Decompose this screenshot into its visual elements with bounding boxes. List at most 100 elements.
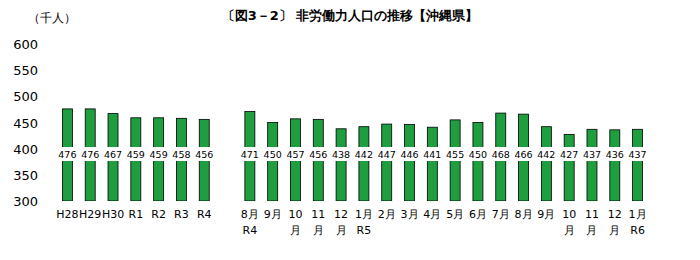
chart-svg: 〔図3－2〕 非労働力人口の推移【沖縄県】 （千人） 300 350 400 450 500… xyxy=(0,0,700,260)
y-axis-label: （千人） xyxy=(28,11,76,25)
data-label: 450 xyxy=(264,149,282,160)
x-tick-label: 1月R6 xyxy=(629,208,647,237)
data-label: 447 xyxy=(378,149,396,160)
data-label: 456 xyxy=(309,149,327,160)
data-label: 457 xyxy=(286,149,304,160)
data-label: 471 xyxy=(241,149,259,160)
data-label: 456 xyxy=(195,149,213,160)
data-label-box xyxy=(468,147,489,161)
data-label: 476 xyxy=(58,149,76,160)
x-tick-label: 8月 xyxy=(515,208,533,221)
data-label-box xyxy=(559,147,580,161)
x-tick-label: 11月 xyxy=(311,208,325,237)
x-tick-label: 9月 xyxy=(264,208,282,221)
bar xyxy=(473,123,483,202)
data-label-box xyxy=(604,147,625,161)
data-label-box xyxy=(582,147,603,161)
data-label-box xyxy=(148,147,169,161)
data-label-box xyxy=(331,147,352,161)
data-label-box xyxy=(285,147,306,161)
bar xyxy=(541,127,551,201)
data-label: 441 xyxy=(423,149,441,160)
chart-title: 〔図3－2〕 非労働力人口の推移【沖縄県】 xyxy=(222,8,479,23)
data-label: 458 xyxy=(172,149,190,160)
y-tick xyxy=(53,70,56,71)
data-label-box xyxy=(308,147,329,161)
data-label-box xyxy=(513,147,534,161)
data-label-box xyxy=(57,147,78,161)
data-label: 459 xyxy=(127,149,145,160)
chart-container: 〔図3－2〕 非労働力人口の推移【沖縄県】 （千人） 300 350 400 450 500… xyxy=(0,0,700,260)
data-label-box xyxy=(126,147,147,161)
data-label: 450 xyxy=(469,149,487,160)
x-tick-label: 11月 xyxy=(585,208,599,237)
y-tick-label: 550 xyxy=(13,63,38,78)
data-label-box xyxy=(240,147,261,161)
data-label: 442 xyxy=(355,149,373,160)
data-label: 466 xyxy=(514,149,532,160)
bar xyxy=(268,123,278,202)
data-label-box xyxy=(171,147,192,161)
data-label-box xyxy=(80,147,101,161)
y-tick-label: 600 xyxy=(13,37,38,52)
bars xyxy=(62,109,642,201)
data-label: 438 xyxy=(332,149,350,160)
x-tick-label: 6月 xyxy=(469,208,487,221)
bar xyxy=(359,127,369,201)
data-label-box xyxy=(445,147,466,161)
y-tick xyxy=(53,122,56,123)
x-tick-label: 9月 xyxy=(537,208,555,221)
y-tick-label: 500 xyxy=(13,89,38,104)
bar xyxy=(564,135,574,201)
data-label-box xyxy=(490,147,511,161)
x-tick-label: R2 xyxy=(151,208,166,221)
x-tick-label: 10月 xyxy=(562,208,576,237)
x-tick-label: H30 xyxy=(102,208,124,221)
x-tick-label: 2月 xyxy=(378,208,396,221)
data-label-box xyxy=(627,147,648,161)
y-tick xyxy=(53,148,56,149)
x-tick-label: R4 xyxy=(197,208,212,221)
y-tick-label: 350 xyxy=(13,168,38,183)
data-label: 446 xyxy=(400,149,418,160)
data-label: 427 xyxy=(560,149,578,160)
x-tick-label: H28 xyxy=(56,208,78,221)
x-tick-label: 5月 xyxy=(446,208,464,221)
data-label-box xyxy=(194,147,215,161)
y-tick xyxy=(53,44,56,45)
x-tick-label: 12月 xyxy=(608,208,622,237)
y-tick xyxy=(53,174,56,175)
y-tick-label: 300 xyxy=(13,194,38,209)
data-label-box xyxy=(262,147,283,161)
y-tick-label: 400 xyxy=(13,142,38,157)
x-tick-label: H29 xyxy=(79,208,101,221)
x-tick-label: 4月 xyxy=(423,208,441,221)
x-tick-label: 7月 xyxy=(492,208,510,221)
data-label-box xyxy=(536,147,557,161)
x-tick-label: 3月 xyxy=(401,208,419,221)
data-label-box xyxy=(376,147,397,161)
data-label: 437 xyxy=(629,149,647,160)
data-label: 468 xyxy=(492,149,510,160)
x-tick-label: R1 xyxy=(128,208,143,221)
data-label: 437 xyxy=(583,149,601,160)
data-label-box xyxy=(103,147,124,161)
bar xyxy=(427,127,437,201)
bar xyxy=(610,130,620,201)
data-label: 459 xyxy=(150,149,168,160)
x-tick-label: R3 xyxy=(174,208,189,221)
data-label-box xyxy=(422,147,443,161)
bar xyxy=(336,129,346,201)
data-label: 442 xyxy=(537,149,555,160)
x-tick-label: 12月 xyxy=(334,208,348,237)
y-tick xyxy=(53,96,56,97)
x-tick-label: 1月R5 xyxy=(355,208,373,237)
x-tick-label: 8月R4 xyxy=(241,208,259,237)
bar xyxy=(633,129,643,201)
bar xyxy=(587,129,597,201)
data-label-box xyxy=(399,147,420,161)
bar xyxy=(382,124,392,201)
data-label: 436 xyxy=(606,149,624,160)
data-label: 455 xyxy=(446,149,464,160)
data-label: 476 xyxy=(81,149,99,160)
